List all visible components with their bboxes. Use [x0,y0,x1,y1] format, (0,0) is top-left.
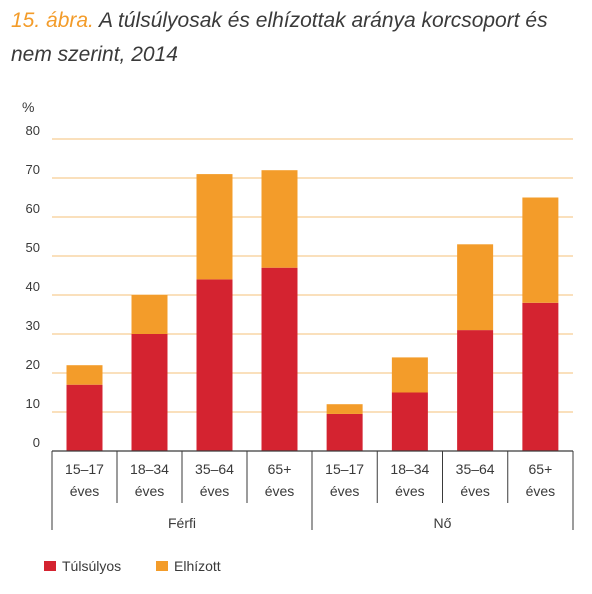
x-tick-label: 35–64 [195,461,234,477]
legend-swatch [44,561,56,571]
bars [66,170,559,451]
bar-segment-elhizott [522,197,559,303]
bar-segment-tulsulyos [66,384,103,451]
bar-segment-tulsulyos [391,392,428,451]
y-tick-label: 80 [26,123,40,138]
x-tick-label: 65+ [529,461,553,477]
x-tick-label: éves [200,483,230,499]
x-tick-label: 18–34 [130,461,169,477]
y-axis-ticks: 0 10 20 30 40 50 60 70 80 [26,123,40,450]
legend-label: Túlsúlyos [62,558,122,574]
legend-label: Elhízott [174,558,221,574]
bar-segment-tulsulyos [196,279,233,451]
bar-segment-tulsulyos [522,302,559,451]
y-tick-label: 20 [26,357,40,372]
figure-title-text: A túlsúlyosak és elhízottak aránya korcs… [11,9,548,66]
bar-segment-elhizott [131,295,168,334]
x-tick-label: éves [460,483,490,499]
y-axis-unit-label: % [22,99,34,115]
bar-segment-tulsulyos [457,330,494,451]
legend-item: Túlsúlyos [44,558,121,574]
bar-segment-elhizott [261,170,298,268]
legend-item: Elhízott [156,558,221,574]
y-tick-label: 70 [26,162,40,177]
group-label: Nő [434,515,452,531]
legend-swatch [156,561,168,571]
bar-segment-elhizott [326,404,363,414]
y-tick-label: 60 [26,201,40,216]
y-tick-label: 30 [26,318,40,333]
bar-segment-elhizott [196,174,233,280]
x-tick-label: 65+ [268,461,292,477]
x-tick-label: éves [135,483,165,499]
category-labels: 15–17 éves 18–34 éves 35–64 éves 65+ éves 15–17 é… [65,461,555,531]
y-tick-label: 40 [26,279,40,294]
x-tick-label: éves [395,483,425,499]
chart-title: 15. ábra. A túlsúlyosak és elhízottak ar… [11,4,583,72]
bar-segment-elhizott [457,244,494,331]
x-tick-label: 18–34 [390,461,429,477]
x-tick-label: éves [70,483,100,499]
bar-segment-elhizott [391,357,428,393]
y-tick-label: 50 [26,240,40,255]
x-tick-label: 35–64 [456,461,495,477]
x-tick-label: éves [330,483,360,499]
figure-number: 15. ábra. [11,9,94,32]
bar-segment-tulsulyos [131,334,168,451]
group-label: Férfi [168,515,196,531]
bar-segment-elhizott [66,365,103,385]
x-tick-label: 15–17 [65,461,104,477]
bar-segment-tulsulyos [261,267,298,451]
x-tick-label: éves [526,483,556,499]
grid-lines [52,138,573,413]
y-tick-label: 10 [26,396,40,411]
bar-segment-tulsulyos [326,413,363,451]
x-tick-label: 15–17 [325,461,364,477]
x-tick-label: éves [265,483,295,499]
axes [51,450,574,530]
y-tick-label: 0 [33,435,40,450]
